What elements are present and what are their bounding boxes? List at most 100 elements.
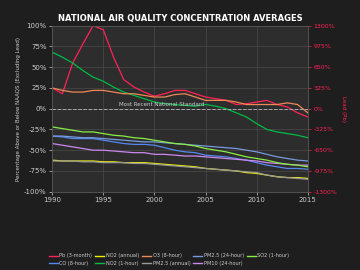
NO2 (1-hour) — [224, 107, 228, 110]
CO (8-hour) — [183, 150, 187, 153]
PM2.5 (24-hour) — [234, 147, 238, 150]
Line: CO (8-hour): CO (8-hour) — [52, 136, 308, 169]
O3 (8-hour) — [91, 89, 95, 92]
O3 (8-hour) — [285, 101, 289, 104]
NO2 (annual) — [111, 160, 116, 163]
Pb (3-month) — [152, 94, 157, 98]
O3 (8-hour) — [122, 92, 126, 95]
Pb (3-month) — [306, 115, 310, 119]
NO2 (1-hour) — [193, 104, 198, 108]
CO (8-hour) — [132, 143, 136, 146]
SO2 (1-hour) — [265, 158, 269, 162]
Pb (3-month) — [122, 78, 126, 81]
PM2.5 (24-hour) — [101, 137, 105, 140]
PM10 (24-hour) — [296, 164, 300, 167]
O3 (8-hour) — [224, 99, 228, 102]
PM10 (24-hour) — [132, 151, 136, 154]
PM2.5 (24-hour) — [152, 140, 157, 144]
PM2.5 (24-hour) — [81, 136, 85, 139]
O3 (8-hour) — [162, 95, 167, 99]
PM2.5 (annual) — [60, 159, 64, 163]
SO2 (1-hour) — [91, 130, 95, 134]
PM2.5 (annual) — [71, 159, 75, 163]
PM2.5 (annual) — [142, 162, 147, 165]
PM2.5 (24-hour) — [173, 142, 177, 145]
O3 (8-hour) — [234, 100, 238, 104]
NO2 (1-hour) — [296, 134, 300, 137]
CO (8-hour) — [265, 164, 269, 167]
PM2.5 (24-hour) — [71, 135, 75, 139]
Pb (3-month) — [234, 103, 238, 106]
Pb (3-month) — [173, 89, 177, 92]
Text: Most Recent National Standard: Most Recent National Standard — [119, 102, 204, 107]
NO2 (1-hour) — [101, 80, 105, 83]
Pb (3-month) — [213, 97, 218, 100]
Pb (3-month) — [132, 86, 136, 89]
CO (8-hour) — [142, 143, 147, 146]
SO2 (1-hour) — [183, 143, 187, 146]
PM2.5 (24-hour) — [132, 139, 136, 143]
SO2 (1-hour) — [224, 150, 228, 153]
Pb (3-month) — [255, 100, 259, 104]
O3 (8-hour) — [213, 99, 218, 102]
NO2 (annual) — [122, 161, 126, 164]
PM2.5 (annual) — [224, 168, 228, 172]
NO2 (1-hour) — [306, 136, 310, 139]
Line: SO2 (1-hour): SO2 (1-hour) — [52, 127, 308, 167]
Y-axis label: Percentage Above or Below NAAQS (Excluding Lead): Percentage Above or Below NAAQS (Excludi… — [16, 37, 21, 181]
CO (8-hour) — [60, 135, 64, 139]
NO2 (1-hour) — [50, 50, 54, 54]
O3 (8-hour) — [152, 95, 157, 99]
CO (8-hour) — [255, 161, 259, 164]
PM2.5 (24-hour) — [122, 139, 126, 142]
SO2 (1-hour) — [152, 139, 157, 142]
NO2 (1-hour) — [81, 69, 85, 72]
PM10 (24-hour) — [265, 161, 269, 164]
O3 (8-hour) — [81, 90, 85, 94]
PM10 (24-hour) — [81, 147, 85, 150]
SO2 (1-hour) — [306, 165, 310, 168]
PM10 (24-hour) — [91, 148, 95, 152]
Line: PM2.5 (annual): PM2.5 (annual) — [52, 161, 308, 179]
CO (8-hour) — [152, 144, 157, 147]
PM10 (24-hour) — [111, 149, 116, 153]
Pb (3-month) — [111, 56, 116, 59]
CO (8-hour) — [193, 151, 198, 154]
NO2 (1-hour) — [111, 86, 116, 89]
SO2 (1-hour) — [162, 140, 167, 144]
PM2.5 (annual) — [101, 161, 105, 164]
O3 (8-hour) — [203, 99, 208, 102]
Pb (3-month) — [183, 89, 187, 92]
PM2.5 (annual) — [152, 163, 157, 166]
NO2 (1-hour) — [255, 122, 259, 125]
PM10 (24-hour) — [60, 144, 64, 147]
CO (8-hour) — [50, 134, 54, 138]
PM2.5 (24-hour) — [111, 138, 116, 141]
PM2.5 (annual) — [203, 167, 208, 170]
PM10 (24-hour) — [224, 157, 228, 160]
PM10 (24-hour) — [142, 151, 147, 154]
Pb (3-month) — [203, 95, 208, 99]
CO (8-hour) — [285, 167, 289, 170]
PM2.5 (annual) — [275, 175, 279, 178]
SO2 (1-hour) — [132, 136, 136, 139]
NO2 (1-hour) — [152, 100, 157, 104]
CO (8-hour) — [296, 167, 300, 170]
NO2 (annual) — [234, 169, 238, 173]
PM10 (24-hour) — [213, 156, 218, 159]
Pb (3-month) — [244, 102, 249, 105]
NO2 (annual) — [81, 159, 85, 163]
PM10 (24-hour) — [193, 154, 198, 158]
PM2.5 (24-hour) — [142, 140, 147, 144]
SO2 (1-hour) — [234, 153, 238, 156]
CO (8-hour) — [203, 154, 208, 157]
O3 (8-hour) — [101, 89, 105, 92]
PM2.5 (annual) — [50, 159, 54, 163]
NO2 (1-hour) — [285, 132, 289, 135]
NO2 (annual) — [132, 161, 136, 164]
PM2.5 (annual) — [122, 161, 126, 164]
SO2 (1-hour) — [285, 163, 289, 166]
Pb (3-month) — [296, 111, 300, 114]
NO2 (annual) — [265, 174, 269, 177]
PM2.5 (annual) — [162, 164, 167, 167]
